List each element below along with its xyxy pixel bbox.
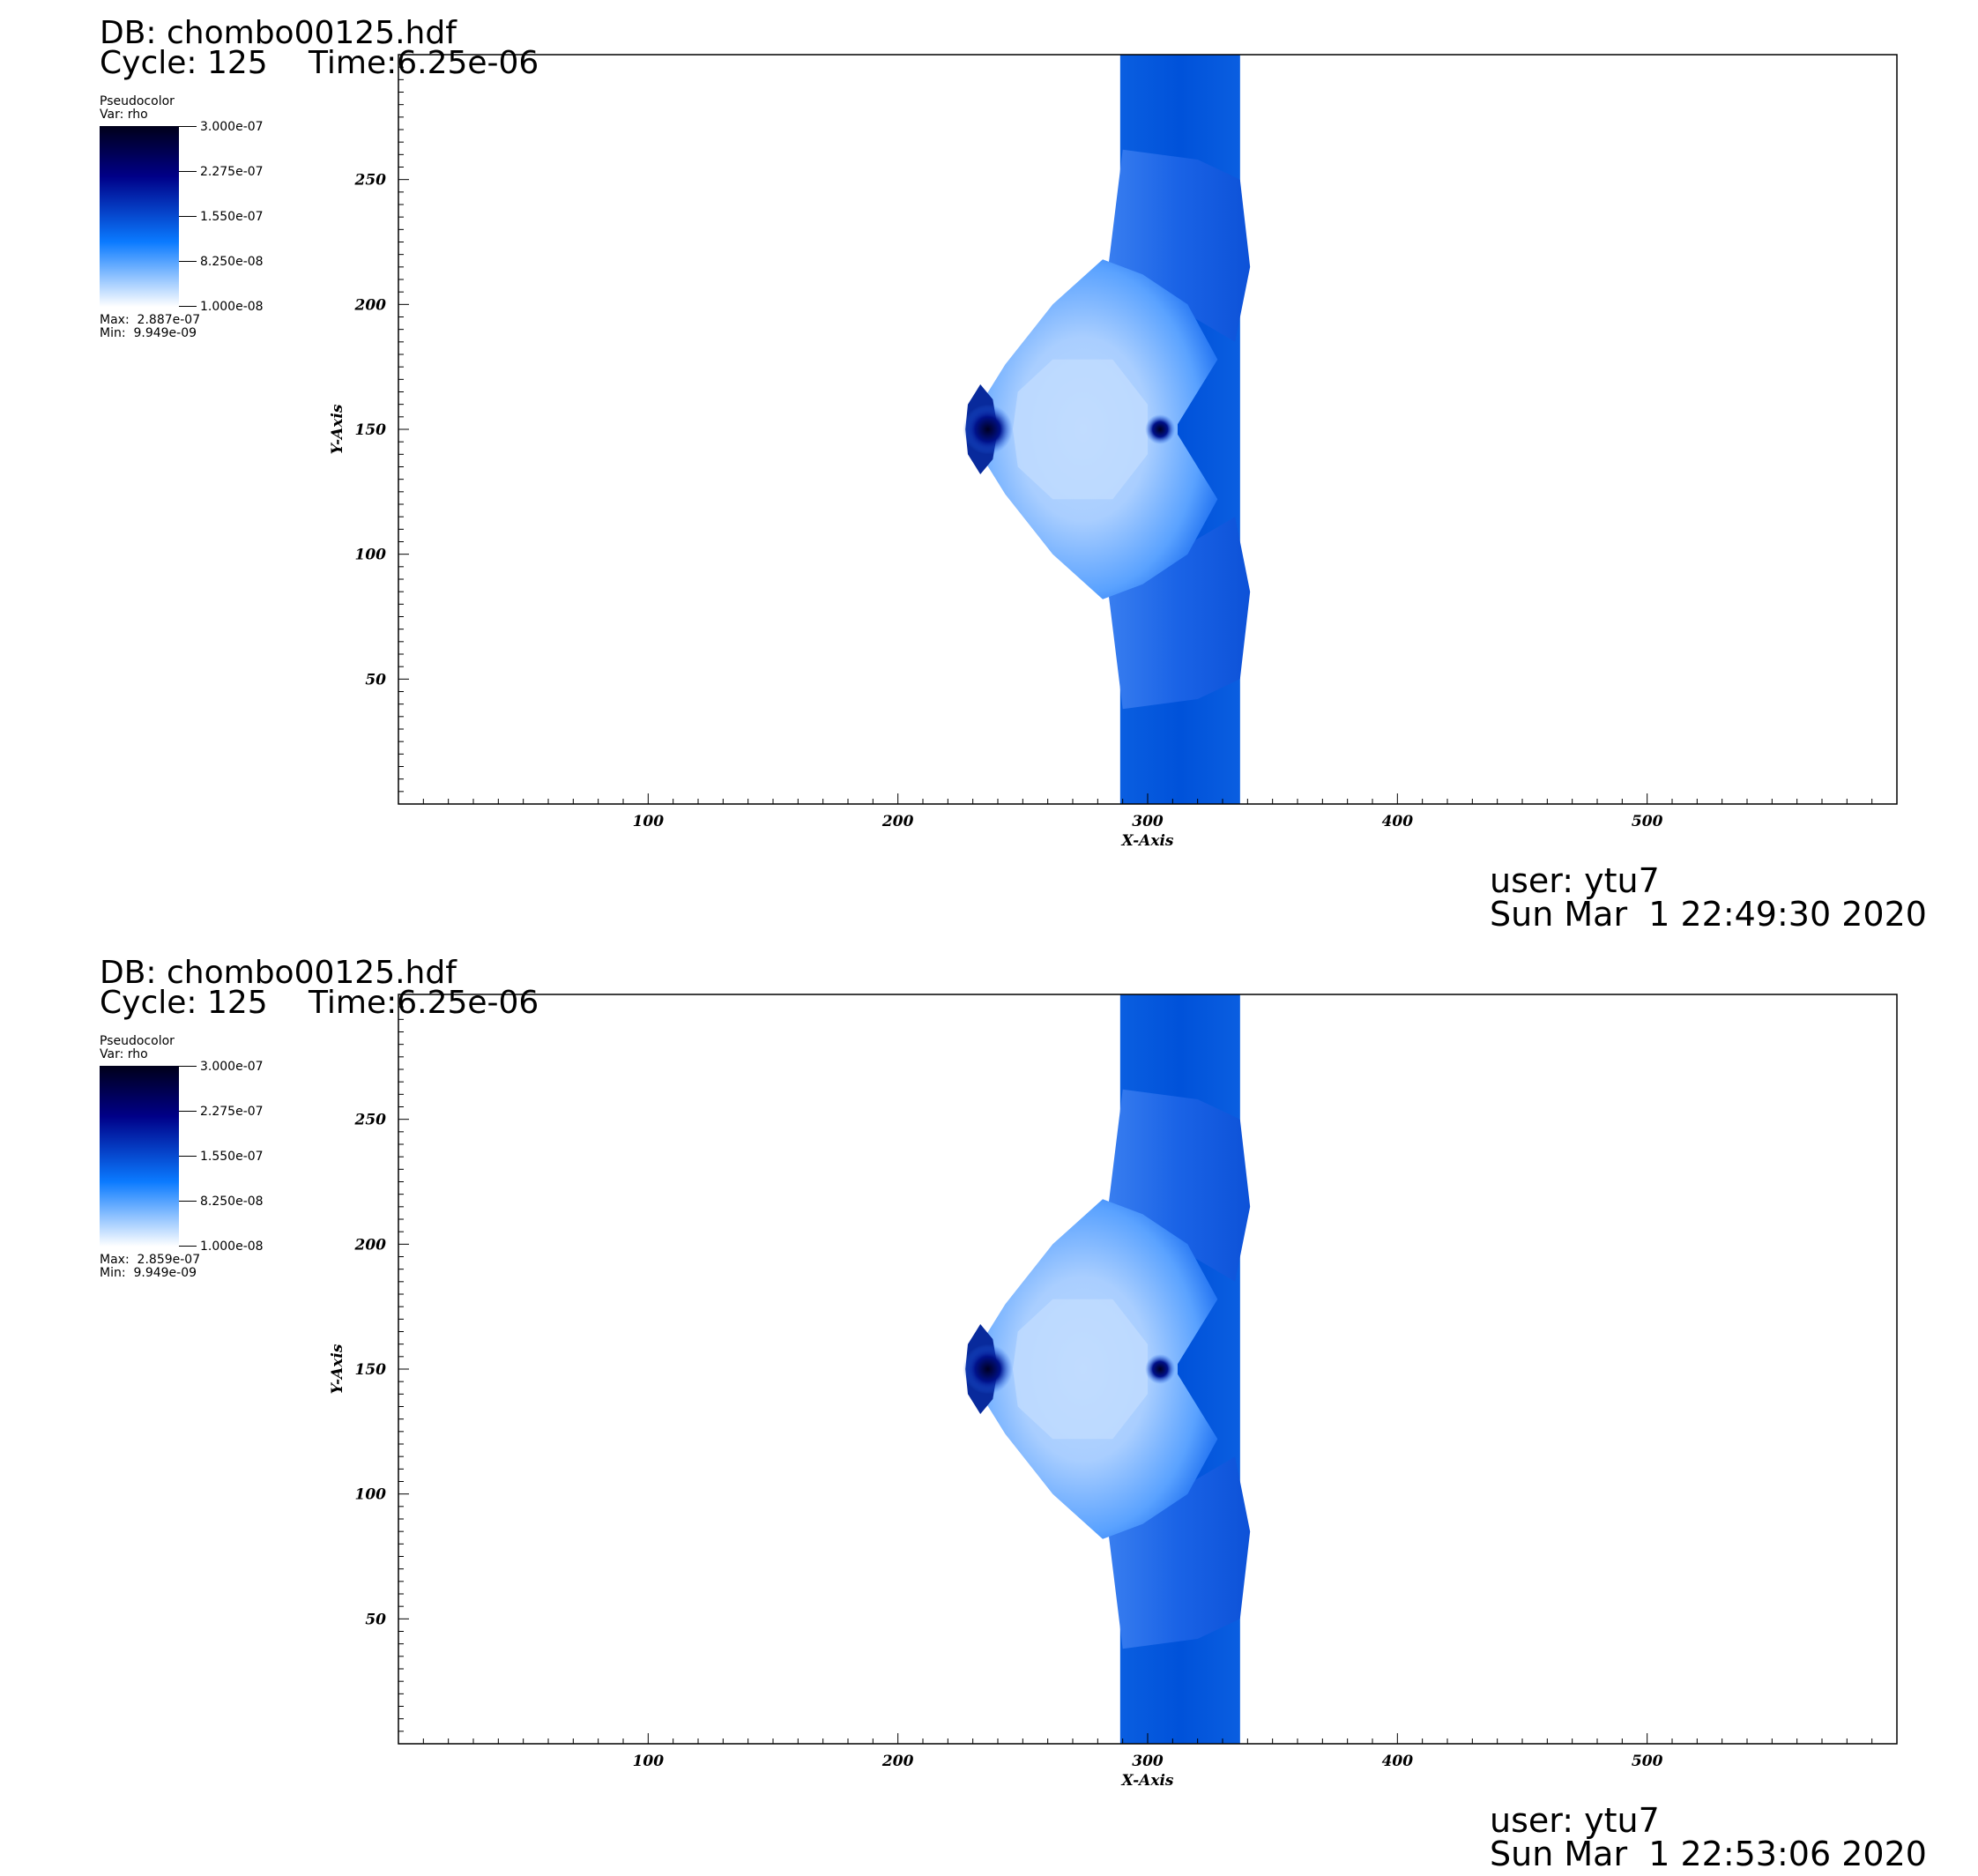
colorbar-tick-label: 1.000e-08 [200,300,264,314]
colorbar-tick [179,261,197,262]
x-tick-label: 500 [1632,1753,1663,1770]
x-tick-label: 300 [1132,813,1164,830]
dense-core-left [963,404,1013,455]
legend-variable: Var: rho [100,108,148,122]
database-label: DB: chombo00125.hdf [100,15,457,51]
y-tick-label: 250 [354,172,387,190]
colorbar [100,1066,179,1247]
legend-min: Min: 9.949e-09 [100,1266,197,1280]
colorbar-tick [179,306,197,307]
y-tick-label: 200 [354,296,387,314]
colorbar-tick [179,1066,197,1067]
x-tick-label: 400 [1382,813,1414,830]
time-label: Time:6.25e-06 [309,985,539,1021]
user-label: user: ytu7 [1490,861,1660,900]
y-axis-title: Y-Axis [329,404,346,454]
pseudocolor-plot: 100 200 300 400 500 50 100 150 200 250 X-Axis Y-Axi… [329,54,1898,850]
colorbar [100,126,179,307]
y-tick-label: 50 [365,671,386,689]
date-label: Sun Mar 1 22:53:06 2020 [1490,1835,1927,1873]
y-tick-label: 100 [355,1486,387,1504]
cycle-label: Cycle: 125 [100,45,268,81]
plot-panel-1: 100 200 300 400 500 50 100 150 200 250 X-Axis Y-Axi… [0,0,1978,936]
x-tick-label: 100 [633,813,665,830]
date-label: Sun Mar 1 22:49:30 2020 [1490,895,1927,934]
colorbar-tick-label: 2.275e-07 [200,1105,264,1119]
y-tick-label: 250 [354,1112,387,1129]
colorbar-tick [179,171,197,172]
y-axis-title: Y-Axis [329,1344,346,1394]
x-tick-label: 400 [1382,1753,1414,1770]
heatmap-field [398,55,1897,804]
colorbar-tick-label: 3.000e-07 [200,1060,264,1074]
y-tick-label: 200 [354,1236,387,1254]
database-label: DB: chombo00125.hdf [100,955,457,991]
y-tick-label: 150 [355,1361,387,1379]
colorbar-tick [179,1156,197,1157]
dense-core-right [1145,1354,1176,1384]
colorbar-tick-label: 8.250e-08 [200,255,264,269]
colorbar-tick-label: 2.275e-07 [200,165,264,179]
colorbar-tick-label: 8.250e-08 [200,1195,264,1209]
legend-title: Pseudocolor [100,94,175,108]
x-tick-label: 500 [1632,813,1663,830]
dense-core-right [1145,414,1176,444]
colorbar-tick [179,1246,197,1247]
y-tick-label: 100 [355,547,387,564]
colorbar-tick [179,1201,197,1202]
colorbar-tick-label: 1.550e-07 [200,1150,264,1164]
y-tick-label: 150 [355,421,387,439]
x-tick-label: 100 [633,1753,665,1770]
cycle-label: Cycle: 125 [100,985,268,1021]
dense-core-left [963,1344,1013,1395]
inner-core-region [1013,1299,1148,1440]
inner-core-region [1013,359,1148,500]
plot-panel-2: 100 200 300 400 500 50 100 150 200 250 X-Axis Y-Axi… [0,940,1978,1876]
legend-title: Pseudocolor [100,1034,175,1048]
legend-max: Max: 2.887e-07 [100,313,201,327]
colorbar-tick [179,1111,197,1112]
legend-min: Min: 9.949e-09 [100,326,197,340]
colorbar-tick [179,126,197,127]
legend-max: Max: 2.859e-07 [100,1253,201,1267]
colorbar-tick-label: 3.000e-07 [200,120,264,134]
legend-variable: Var: rho [100,1047,148,1061]
x-tick-label: 300 [1132,1753,1164,1770]
y-tick-label: 50 [365,1611,386,1628]
colorbar-tick [179,216,197,217]
x-axis-title: X-Axis [1121,1772,1174,1790]
x-tick-label: 200 [881,813,914,830]
user-label: user: ytu7 [1490,1801,1660,1840]
colorbar-tick-label: 1.550e-07 [200,210,264,224]
heatmap-field [398,994,1897,1744]
pseudocolor-plot: 100 200 300 400 500 50 100 150 200 250 X-Axis Y-Axi… [329,994,1898,1790]
x-axis-title: X-Axis [1121,832,1174,850]
time-label: Time:6.25e-06 [309,45,539,81]
x-tick-label: 200 [881,1753,914,1770]
colorbar-tick-label: 1.000e-08 [200,1240,264,1254]
